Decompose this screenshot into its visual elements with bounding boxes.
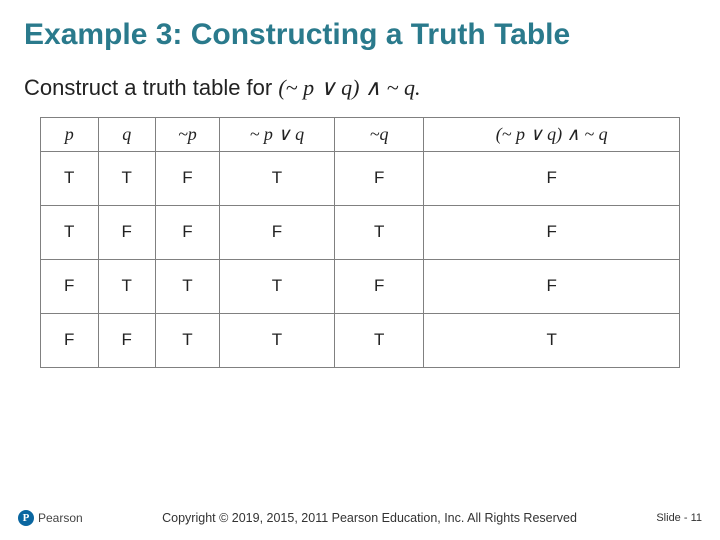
cell: F [334, 151, 423, 205]
publisher-name: Pearson [38, 511, 83, 525]
cell: F [424, 205, 680, 259]
table-header-row: p q ~p ~ p ∨ q ~q (~ p ∨ q) ∧ ~ q [41, 117, 680, 151]
table-row: T F F F T F [41, 205, 680, 259]
table-row: F T T T F F [41, 259, 680, 313]
cell: F [424, 151, 680, 205]
instruction-prefix: Construct a truth table for [24, 75, 278, 100]
cell: T [156, 259, 220, 313]
cell: F [334, 259, 423, 313]
cell: T [98, 259, 156, 313]
cell: T [219, 151, 334, 205]
col-header: (~ p ∨ q) ∧ ~ q [424, 117, 680, 151]
table-row: F F T T T T [41, 313, 680, 367]
cell: T [334, 313, 423, 367]
cell: T [334, 205, 423, 259]
cell: T [424, 313, 680, 367]
col-header: ~ p ∨ q [219, 117, 334, 151]
cell: T [98, 151, 156, 205]
publisher-logo: P Pearson [18, 510, 83, 526]
col-header: q [98, 117, 156, 151]
cell: F [156, 205, 220, 259]
cell: T [41, 151, 99, 205]
table-row: T T F T F F [41, 151, 680, 205]
col-header: ~q [334, 117, 423, 151]
cell: F [41, 259, 99, 313]
copyright-text: Copyright © 2019, 2015, 2011 Pearson Edu… [83, 511, 657, 525]
cell: F [98, 205, 156, 259]
cell: T [41, 205, 99, 259]
col-header: ~p [156, 117, 220, 151]
cell: T [219, 313, 334, 367]
cell: F [219, 205, 334, 259]
instruction-formula: (~ p ∨ q) ∧ ~ q. [278, 75, 420, 100]
cell: F [424, 259, 680, 313]
instruction-text: Construct a truth table for (~ p ∨ q) ∧ … [0, 63, 720, 109]
truth-table-container: p q ~p ~ p ∨ q ~q (~ p ∨ q) ∧ ~ q T T F … [0, 109, 720, 368]
col-header: p [41, 117, 99, 151]
cell: F [98, 313, 156, 367]
cell: T [219, 259, 334, 313]
pearson-logo-icon: P [18, 510, 34, 526]
slide-title: Example 3: Constructing a Truth Table [0, 0, 720, 63]
cell: T [156, 313, 220, 367]
slide-number: Slide - 11 [656, 512, 702, 524]
cell: F [156, 151, 220, 205]
cell: F [41, 313, 99, 367]
truth-table: p q ~p ~ p ∨ q ~q (~ p ∨ q) ∧ ~ q T T F … [40, 117, 680, 368]
slide-footer: P Pearson Copyright © 2019, 2015, 2011 P… [0, 510, 720, 526]
